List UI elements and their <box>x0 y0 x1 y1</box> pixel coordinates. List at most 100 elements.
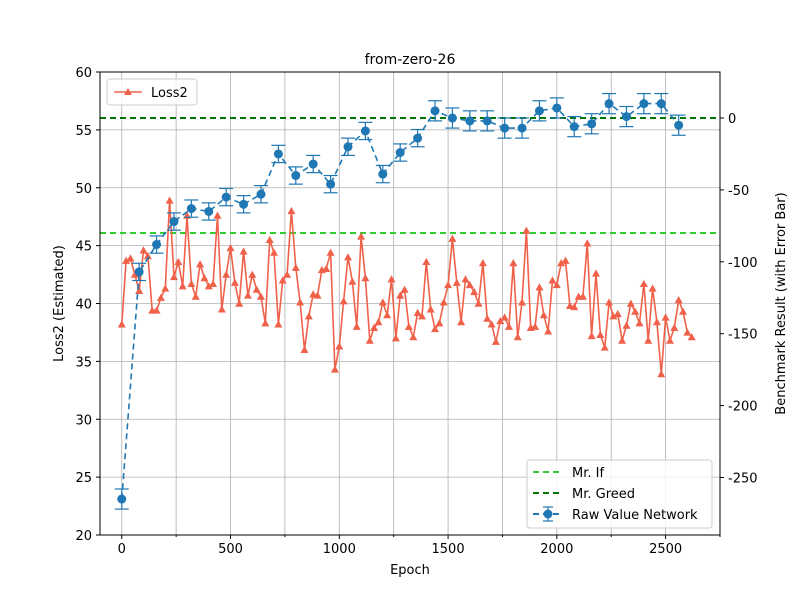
loss2-point <box>635 319 644 327</box>
y-right-tick-label: -200 <box>728 400 758 415</box>
loss2-point <box>300 345 309 353</box>
loss2-point <box>474 299 483 307</box>
legend-box <box>106 78 198 106</box>
loss2-point <box>431 324 440 333</box>
loss2-point <box>230 278 239 286</box>
loss2-point <box>622 321 631 329</box>
x-axis-label: Epoch <box>390 563 430 578</box>
loss2-point <box>383 311 392 319</box>
y-right-tick-label: -150 <box>728 328 758 343</box>
loss2-point <box>222 270 231 278</box>
rvn-point <box>186 204 196 214</box>
y-left-tick-label: 50 <box>75 182 92 197</box>
loss2-point <box>152 306 161 314</box>
x-tick-label: 2500 <box>649 542 682 557</box>
loss2-point <box>239 247 248 255</box>
rvn-point <box>395 148 405 158</box>
loss2-point <box>539 311 548 319</box>
loss2-point <box>548 276 557 284</box>
rvn-point <box>534 106 544 116</box>
legend-box <box>526 459 713 529</box>
y-left-tick-label: 35 <box>75 355 92 370</box>
loss2-point <box>483 314 492 322</box>
loss2-point <box>652 318 661 326</box>
loss2-point <box>139 246 148 254</box>
x-tick-label: 500 <box>218 542 243 557</box>
loss2-point <box>578 292 587 300</box>
loss2-point <box>605 298 614 306</box>
loss2-point <box>248 270 257 278</box>
loss2-line <box>121 200 693 375</box>
loss2-point <box>648 284 657 292</box>
rvn-point <box>256 189 266 199</box>
loss2-point <box>217 305 226 313</box>
rvn-point <box>413 133 423 143</box>
loss2-point <box>679 307 688 315</box>
loss2-point <box>535 283 544 291</box>
x-tick-label: 1500 <box>432 542 465 557</box>
loss2-point <box>143 252 152 260</box>
axis-ticks: 0 500 1000 1500 2000 2500 20 25 30 35 40 45 50 55 60 -2… <box>75 66 757 557</box>
loss2-point <box>644 336 653 344</box>
loss2-point <box>361 274 370 282</box>
raw-value-network-series <box>114 92 686 510</box>
loss2-point <box>174 257 183 266</box>
loss2-point <box>165 196 174 204</box>
rvn-point <box>291 171 301 181</box>
loss2-point <box>531 322 540 330</box>
x-tick-label: 1000 <box>323 542 356 557</box>
x-tick-label: 0 <box>118 542 126 557</box>
loss2-point <box>687 333 696 341</box>
rvn-point <box>621 112 631 122</box>
loss2-point <box>187 279 196 288</box>
loss2-point <box>435 319 444 327</box>
loss2-point <box>661 313 670 321</box>
loss2-point <box>613 309 622 318</box>
loss2-point <box>570 302 579 311</box>
loss2-point <box>335 342 344 350</box>
loss2-point <box>357 232 366 240</box>
loss2-point <box>243 291 252 299</box>
loss2-point <box>448 234 457 242</box>
loss2-point <box>291 263 300 271</box>
loss2-point <box>235 299 244 307</box>
loss2-point <box>344 253 352 261</box>
loss2-point <box>631 307 640 315</box>
reference-lines <box>100 117 720 235</box>
loss2-point <box>417 312 426 320</box>
loss2-point <box>161 284 170 292</box>
legend-raw-value-network-label: Raw Value Network <box>572 508 698 523</box>
loss2-point <box>169 272 178 281</box>
legend-loss2-label: Loss2 <box>151 86 188 101</box>
loss2-point <box>513 333 522 341</box>
rvn-point <box>430 106 440 116</box>
rvn-line <box>121 102 680 500</box>
loss2-point <box>135 286 144 294</box>
loss2-point <box>596 330 605 338</box>
loss2-point <box>374 318 383 326</box>
loss2-point <box>439 298 448 306</box>
loss2-point <box>326 248 335 256</box>
loss2-point <box>557 258 566 267</box>
loss2-point <box>487 320 496 328</box>
loss2-point <box>274 320 283 328</box>
y-left-tick-label: 55 <box>75 124 92 139</box>
loss2-point <box>609 312 618 320</box>
y-right-tick-label: -250 <box>728 471 758 486</box>
loss2-point <box>496 316 505 325</box>
loss2-point <box>500 313 509 321</box>
y-right-tick-label: 0 <box>728 112 736 127</box>
rvn-point <box>273 149 283 159</box>
y-right-tick-label: -100 <box>728 256 758 271</box>
loss2-point <box>226 243 235 252</box>
rvn-point <box>465 116 475 126</box>
loss2-point <box>583 239 592 247</box>
loss2-point <box>400 285 409 293</box>
loss2-point <box>365 336 374 344</box>
loss2-point <box>461 275 470 283</box>
loss2-point <box>213 211 222 219</box>
y-axis-left-label: Loss2 (Estimated) <box>52 245 67 362</box>
rvn-point <box>447 113 457 123</box>
loss2-point <box>452 278 461 286</box>
rvn-point <box>604 99 614 109</box>
